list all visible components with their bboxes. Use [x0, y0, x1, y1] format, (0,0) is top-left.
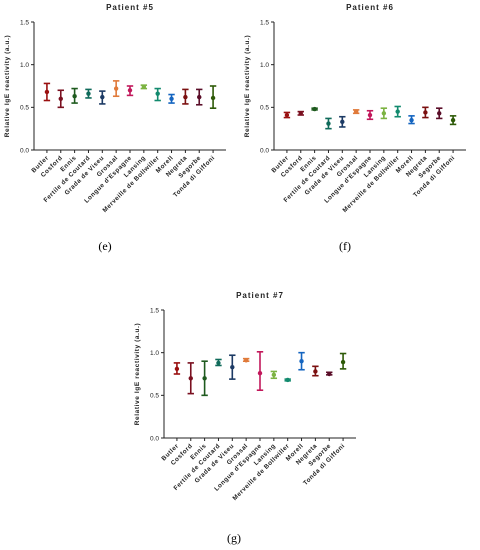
- y-tick-label: 1.5: [20, 19, 29, 26]
- chart-svg-patient-7: Patient #7 Relative IgE reactivity (a.u.)…: [134, 291, 356, 502]
- data-point-merveille-de-bollwiller: [155, 91, 160, 96]
- data-point-lansing: [381, 111, 387, 116]
- data-point-segorbe: [197, 94, 202, 100]
- data-point-fertile-de-coutard: [326, 121, 331, 126]
- data-point-ennis: [312, 106, 317, 112]
- data-point-segorbe: [437, 111, 442, 116]
- y-tick-label: 1.0: [20, 62, 29, 69]
- data-point-merveille-de-bollwiller: [285, 377, 290, 383]
- y-tick-label: 0.5: [150, 393, 159, 400]
- chart-title: Patient #7: [236, 291, 284, 300]
- y-tick-label: 0.0: [260, 147, 269, 154]
- y-tick-label: 0.5: [260, 105, 269, 112]
- data-point-cosford: [188, 376, 193, 381]
- y-tick-label: 1.0: [150, 350, 159, 357]
- data-point-tonda-di-giffoni: [450, 117, 456, 123]
- data-point-grada-de-viseu: [230, 364, 235, 370]
- chart-title: Patient #5: [106, 3, 154, 12]
- data-point-merveille-de-bollwiller: [395, 109, 400, 114]
- data-point-butler: [174, 366, 180, 372]
- data-point-negreta: [423, 110, 428, 115]
- data-point-morell: [409, 117, 414, 123]
- data-point-segorbe: [327, 371, 332, 377]
- chart-patient-7: Patient #7 Relative IgE reactivity (a.u.)…: [130, 288, 360, 518]
- chart-title: Patient #6: [346, 3, 394, 12]
- y-tick-label: 0.0: [20, 147, 29, 154]
- data-point-fertile-de-coutard: [216, 360, 221, 366]
- data-point-negreta: [313, 369, 318, 374]
- data-point-ennis: [202, 376, 207, 381]
- caption-e: (e): [98, 239, 112, 253]
- chart-patient-5: Patient #5 Relative IgE reactivity (a.u.)…: [0, 0, 230, 230]
- data-point-longue-d-espagne: [127, 88, 133, 93]
- y-tick-label: 0.0: [150, 435, 159, 442]
- y-tick-label: 1.0: [260, 62, 269, 69]
- data-point-tonda-di-giffoni: [340, 359, 346, 365]
- data-point-negreta: [183, 94, 188, 100]
- data-point-morell: [169, 96, 174, 102]
- chart-svg-patient-6: Patient #6 Relative IgE reactivity (a.u.)…: [244, 3, 466, 214]
- chart-svg-patient-5: Patient #5 Relative IgE reactivity (a.u.)…: [4, 3, 226, 214]
- data-point-grossal: [243, 358, 249, 363]
- y-axis-label: Relative IgE reactivity (a.u.): [244, 35, 251, 138]
- data-point-butler: [44, 89, 50, 95]
- data-point-ennis: [72, 94, 77, 99]
- data-point-grossal: [353, 109, 359, 114]
- caption-g: (g): [227, 531, 241, 545]
- data-point-cosford: [58, 96, 63, 102]
- data-point-cosford: [298, 111, 303, 116]
- data-point-lansing: [141, 84, 147, 90]
- data-point-tonda-di-giffoni: [210, 95, 216, 101]
- data-point-butler: [284, 112, 290, 118]
- data-point-lansing: [271, 372, 277, 378]
- data-point-longue-d-espagne: [257, 370, 263, 376]
- y-axis-label: Relative IgE reactivity (a.u.): [4, 35, 11, 138]
- data-point-fertile-de-coutard: [86, 91, 91, 96]
- caption-f: (f): [339, 239, 351, 253]
- chart-patient-6: Patient #6 Relative IgE reactivity (a.u.)…: [240, 0, 470, 230]
- y-tick-label: 1.5: [150, 307, 159, 314]
- y-axis-label: Relative IgE reactivity (a.u.): [134, 323, 141, 426]
- y-tick-label: 0.5: [20, 105, 29, 112]
- data-point-grada-de-viseu: [100, 94, 105, 100]
- data-point-grada-de-viseu: [340, 119, 345, 125]
- data-point-morell: [299, 359, 304, 364]
- y-tick-label: 1.5: [260, 19, 269, 26]
- data-point-longue-d-espagne: [367, 112, 373, 118]
- data-point-grossal: [113, 86, 119, 91]
